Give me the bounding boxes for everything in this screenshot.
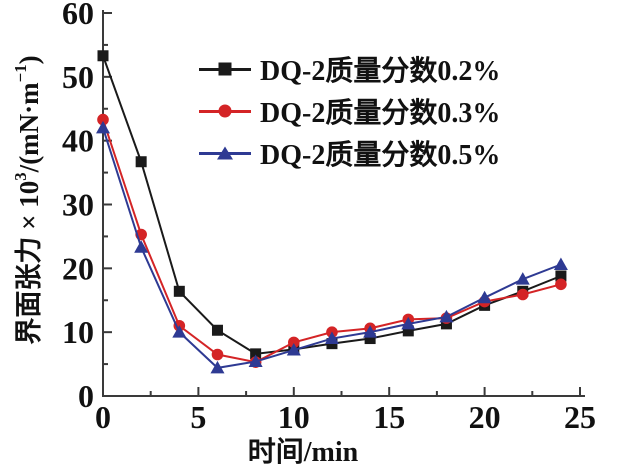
triangle-marker-icon xyxy=(172,325,187,338)
legend-item: DQ-2质量分数0.5% xyxy=(199,132,500,174)
triangle-marker-icon xyxy=(134,240,149,253)
legend-item-label: DQ-2质量分数0.3% xyxy=(260,98,501,129)
y-tick-label: 10 xyxy=(62,314,94,350)
y-tick-label: 40 xyxy=(62,123,94,159)
circle-marker-icon xyxy=(288,336,300,349)
circle-marker-icon xyxy=(211,348,224,361)
triangle-marker-icon xyxy=(217,146,233,160)
square-marker-icon xyxy=(402,325,414,337)
y-tick-label: 20 xyxy=(62,250,94,286)
y-tick-label: 50 xyxy=(62,59,94,95)
y-tick-label: 0 xyxy=(78,378,94,414)
triangle-marker-icon xyxy=(248,354,263,368)
triangle-marker-icon xyxy=(401,316,416,330)
triangle-marker-icon xyxy=(553,257,568,271)
square-marker-icon xyxy=(364,333,376,345)
legend: DQ-2质量分数0.2% DQ-2质量分数0.3% DQ-2质量分数0.5% xyxy=(199,48,500,174)
legend-item-label: DQ-2质量分数0.2% xyxy=(260,56,501,87)
legend-line-sample xyxy=(199,146,251,160)
legend-item-label: DQ-2质量分数0.5% xyxy=(260,140,501,171)
square-marker-icon xyxy=(218,62,232,76)
square-marker-icon xyxy=(97,50,109,62)
x-axis-label: 时间/min xyxy=(247,437,359,468)
x-tick-label: 25 xyxy=(564,399,596,435)
x-tick-label: 5 xyxy=(190,399,206,435)
legend-item: DQ-2质量分数0.2% xyxy=(199,48,500,90)
x-tick-label: 15 xyxy=(373,399,405,435)
circle-marker-icon xyxy=(218,104,232,118)
triangle-marker-icon xyxy=(324,331,339,345)
y-tick-label: 30 xyxy=(62,187,94,223)
x-tick-label: 20 xyxy=(469,399,501,435)
series-triangle xyxy=(96,120,568,374)
circle-marker-icon xyxy=(516,288,529,301)
triangle-marker-icon xyxy=(439,309,454,323)
triangle-marker-icon xyxy=(286,343,301,356)
square-marker-icon xyxy=(555,270,567,282)
square-marker-icon xyxy=(173,285,185,297)
y-axis-label: 界面张力 × 103/(mN·m−1) xyxy=(11,55,44,345)
legend-line-sample xyxy=(199,104,251,118)
triangle-marker-icon xyxy=(96,120,110,134)
x-tick-label: 0 xyxy=(95,399,111,435)
triangle-marker-icon xyxy=(515,272,530,285)
legend-line-sample xyxy=(199,62,251,76)
x-tick-label: 10 xyxy=(278,399,310,435)
square-marker-icon xyxy=(211,324,223,336)
triangle-marker-icon xyxy=(210,360,225,374)
triangle-marker-icon xyxy=(477,290,492,304)
circle-marker-icon xyxy=(97,113,109,126)
legend-item: DQ-2质量分数0.3% xyxy=(199,90,500,132)
square-marker-icon xyxy=(135,156,147,168)
square-marker-icon xyxy=(250,348,262,360)
circle-marker-icon xyxy=(555,278,567,291)
triangle-marker-icon xyxy=(363,325,378,338)
y-tick-label: 60 xyxy=(62,0,94,31)
